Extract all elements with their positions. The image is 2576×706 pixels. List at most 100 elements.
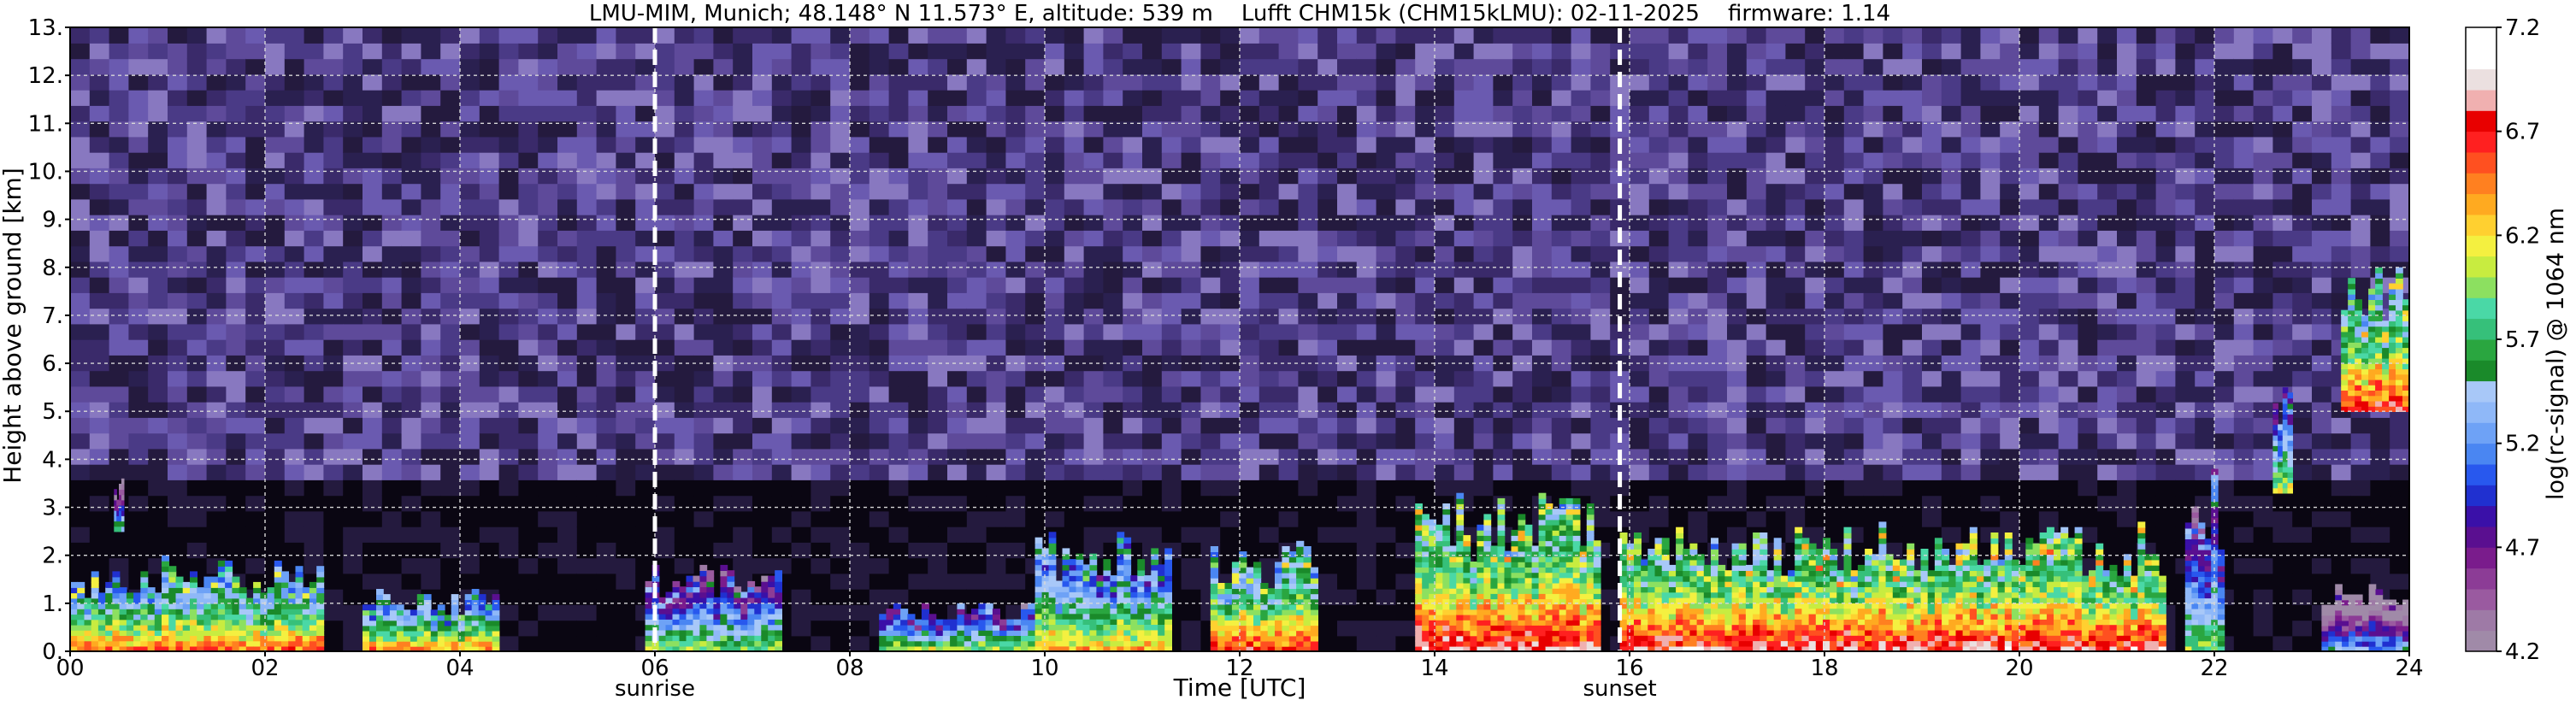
noise-cell (1317, 495, 1338, 512)
noise-cell (1707, 339, 1728, 356)
noise-cell (1688, 510, 1708, 527)
heatmap-cell (119, 619, 127, 626)
heatmap-cell (70, 645, 78, 652)
noise-cell (2331, 527, 2352, 543)
noise-cell (498, 168, 519, 185)
noise-cell (1278, 105, 1299, 122)
noise-cell (363, 510, 383, 527)
noise-cell (1980, 43, 2001, 60)
noise-cell (284, 542, 305, 559)
noise-cell (2272, 542, 2293, 559)
noise-cell (460, 168, 480, 185)
noise-cell (1435, 43, 1455, 60)
noise-cell (460, 230, 480, 247)
noise-cell (2078, 417, 2098, 434)
noise-cell (2233, 121, 2255, 138)
noise-cell (1220, 215, 1241, 231)
noise-cell (2312, 292, 2332, 309)
noise-cell (168, 292, 188, 309)
noise-cell (70, 277, 91, 293)
noise-cell (538, 58, 558, 75)
noise-cell (1707, 121, 1728, 138)
noise-cell (2312, 183, 2332, 200)
noise-cell (1551, 215, 1572, 231)
noise-cell (323, 432, 344, 450)
noise-cell (304, 402, 324, 418)
noise-cell (265, 261, 286, 278)
noise-cell (1083, 136, 1104, 153)
noise-cell (1648, 277, 1670, 293)
noise-cell (479, 215, 500, 231)
noise-cell (518, 183, 539, 200)
noise-cell (2312, 198, 2332, 215)
noise-cell (1727, 417, 1748, 434)
noise-cell (2214, 198, 2235, 215)
noise-cell (109, 370, 129, 387)
noise-cell (596, 635, 616, 652)
noise-cell (1707, 136, 1728, 153)
noise-cell (947, 152, 968, 168)
noise-cell (1453, 58, 1475, 75)
noise-cell (363, 121, 383, 138)
noise-cell (1083, 105, 1104, 122)
noise-cell (693, 90, 714, 106)
noise-cell (109, 215, 129, 231)
noise-cell (265, 27, 286, 44)
heatmap-cell (112, 630, 121, 636)
noise-cell (596, 620, 616, 637)
heatmap-cell (97, 624, 106, 631)
noise-cell (557, 43, 578, 60)
noise-cell (908, 495, 928, 512)
noise-cell (830, 152, 851, 168)
noise-cell (1746, 479, 1767, 497)
noise-cell (888, 339, 909, 356)
noise-cell (1863, 355, 1883, 372)
noise-cell (2097, 27, 2118, 44)
noise-cell (1922, 74, 1942, 91)
noise-cell (1103, 136, 1123, 153)
noise-cell (168, 464, 188, 480)
noise-cell (206, 542, 227, 559)
noise-cell (1161, 277, 1182, 293)
noise-cell (2058, 510, 2078, 527)
noise-cell (1883, 215, 1903, 231)
noise-cell (693, 43, 714, 60)
noise-cell (1045, 90, 1065, 106)
noise-cell (2292, 542, 2313, 559)
noise-cell (1630, 215, 1650, 231)
noise-cell (2272, 168, 2293, 185)
noise-cell (2272, 635, 2293, 652)
noise-cell (752, 432, 773, 450)
noise-cell (888, 448, 909, 465)
noise-cell (206, 152, 227, 168)
noise-cell (381, 464, 403, 480)
noise-cell (2253, 620, 2273, 637)
noise-cell (460, 292, 480, 309)
noise-cell (888, 105, 909, 122)
noise-cell (421, 198, 441, 215)
noise-cell (148, 121, 168, 138)
noise-cell (576, 589, 598, 605)
noise-cell (1863, 198, 1883, 215)
noise-cell (1356, 198, 1377, 215)
noise-cell (1571, 198, 1591, 215)
noise-cell (1960, 183, 1981, 200)
noise-cell (986, 448, 1006, 465)
noise-cell (2370, 245, 2390, 262)
noise-cell (518, 215, 539, 231)
noise-cell (1746, 168, 1767, 185)
heatmap-cell (168, 581, 177, 588)
noise-cell (1298, 58, 1318, 75)
noise-cell (1630, 105, 1650, 122)
noise-cell (1688, 495, 1708, 512)
noise-cell (947, 121, 968, 138)
noise-cell (1259, 261, 1280, 278)
noise-cell (616, 198, 636, 215)
noise-cell (1785, 245, 1806, 262)
noise-cell (1376, 385, 1396, 403)
noise-cell (2370, 557, 2390, 574)
noise-cell (2233, 74, 2255, 91)
noise-cell (2175, 43, 2196, 60)
noise-cell (2155, 43, 2176, 60)
noise-cell (206, 27, 227, 44)
